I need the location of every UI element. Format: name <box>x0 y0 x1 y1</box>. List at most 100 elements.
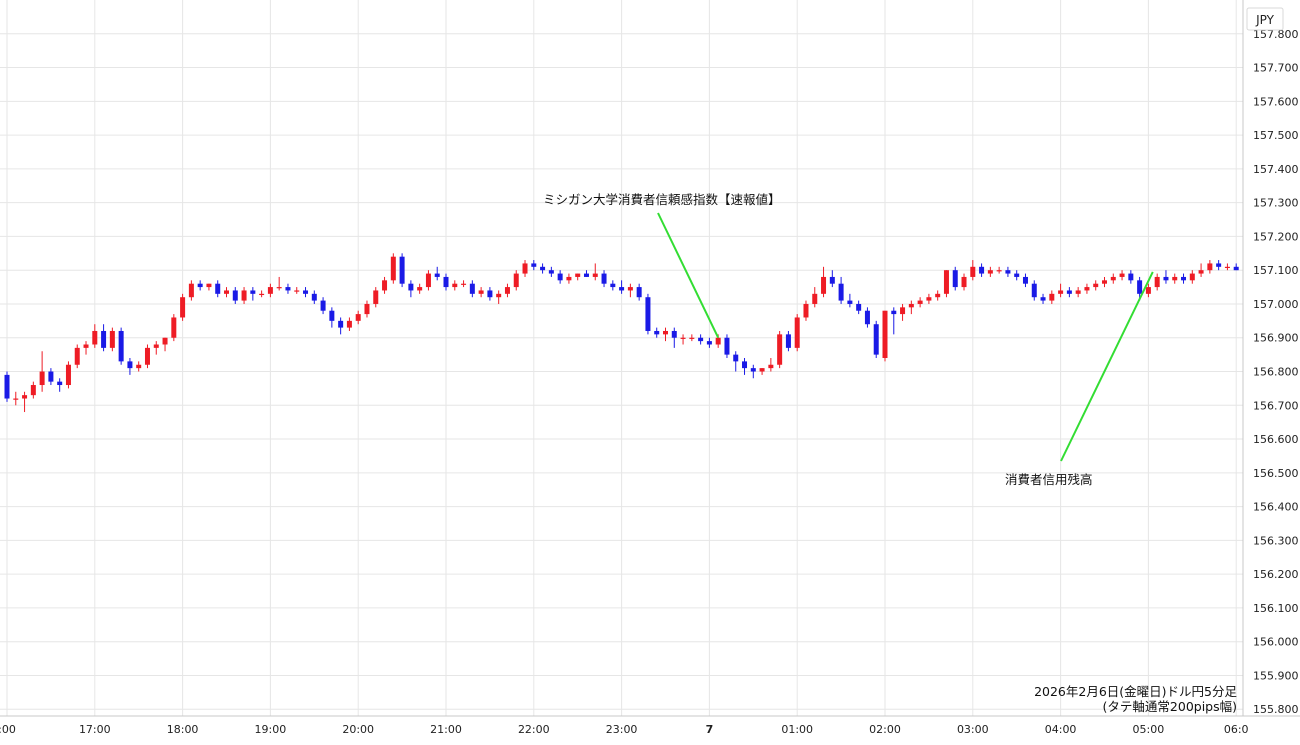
candle-body <box>926 297 932 301</box>
candle-body <box>1128 273 1134 281</box>
candle-body <box>461 283 467 285</box>
candle-body <box>452 283 458 288</box>
candle-body <box>785 334 791 348</box>
candle-body <box>109 330 115 348</box>
candle-body <box>847 300 853 304</box>
y-tick-label: 157.300 <box>1253 197 1299 210</box>
candle-body <box>92 330 98 345</box>
x-tick-label: 21:00 <box>430 723 462 736</box>
x-axis: :00 17:00 18:00 19:00 20:00 21:00 22:00 23:00 7 0… <box>0 723 1249 736</box>
candle-body <box>1014 273 1020 277</box>
candle-body <box>750 368 756 372</box>
candle-body <box>1049 293 1055 301</box>
candle-body <box>943 270 949 294</box>
annotation-label: ミシガン大学消費者信頼感指数【速報値】 <box>543 192 781 207</box>
candle-body <box>601 273 607 284</box>
candle-body <box>13 398 19 400</box>
candle-body <box>408 283 414 291</box>
y-tick-label: 156.900 <box>1253 332 1299 345</box>
candle-body <box>1005 270 1011 274</box>
annotation-leader-line <box>657 212 720 339</box>
candle-body <box>1216 263 1222 267</box>
y-tick-label: 157.800 <box>1253 28 1299 41</box>
chart-caption-line2: (タテ軸通常200pips幅) <box>1103 699 1237 714</box>
candle-body <box>250 290 256 294</box>
candle-body <box>671 330 677 338</box>
y-tick-label: 156.100 <box>1253 602 1299 615</box>
x-tick-label: 20:00 <box>342 723 374 736</box>
y-tick-label: 157.200 <box>1253 230 1299 243</box>
chart-caption-line1: 2026年2月6日(金曜日)ドル円5分足 <box>1034 684 1237 699</box>
candle-body <box>285 287 291 291</box>
candle-body <box>891 310 897 315</box>
candle-body <box>443 276 449 288</box>
candle-body <box>803 303 809 318</box>
x-tick-label: 04:00 <box>1045 723 1077 736</box>
candle-body <box>382 280 388 291</box>
y-tick-label: 157.100 <box>1253 264 1299 277</box>
candle-body <box>487 290 493 298</box>
candle-body <box>1031 283 1037 298</box>
candle-body <box>513 273 519 288</box>
candle-body <box>267 287 273 294</box>
candle-body <box>338 320 344 328</box>
currency-label: JPY <box>1255 13 1275 27</box>
candle-body <box>540 266 546 271</box>
y-tick-label: 157.700 <box>1253 62 1299 75</box>
candle-body <box>583 273 589 277</box>
candle-body <box>259 293 265 296</box>
x-tick-label: 05:00 <box>1133 723 1165 736</box>
candle-body <box>1233 266 1239 271</box>
candle-body <box>171 317 177 338</box>
candle-body <box>970 266 976 277</box>
y-tick-label: 156.300 <box>1253 534 1299 547</box>
candle-body <box>733 354 739 362</box>
x-tick-label: 17:00 <box>79 723 111 736</box>
candle-body <box>548 270 554 274</box>
candle-body <box>180 297 186 318</box>
x-tick-label: 01:00 <box>781 723 813 736</box>
candle-body <box>83 344 89 348</box>
candle-body <box>1163 276 1169 281</box>
candle-body <box>478 290 484 294</box>
candle-body <box>961 276 967 288</box>
candle-body <box>364 303 370 315</box>
candle-body <box>390 256 396 281</box>
candle-body <box>1119 273 1125 277</box>
candle-body <box>1154 276 1160 288</box>
y-tick-label: 156.200 <box>1253 568 1299 581</box>
x-tick-label: 06:0 <box>1224 723 1249 736</box>
candle-body <box>1102 280 1107 284</box>
candle-body <box>724 337 730 355</box>
x-tick-label: 18:00 <box>167 723 199 736</box>
candle-body <box>1084 287 1090 291</box>
candle-body <box>987 270 993 274</box>
candle-body <box>144 347 150 365</box>
candle-body <box>1224 266 1230 269</box>
candle-body <box>48 371 54 382</box>
candle-body <box>303 290 309 294</box>
y-tick-label: 155.800 <box>1253 703 1299 716</box>
candle-body <box>663 330 668 335</box>
candle-body <box>241 290 247 301</box>
candle-body <box>215 283 221 294</box>
candle-body <box>197 283 203 288</box>
candle-body <box>232 290 238 301</box>
candle-body <box>355 314 361 321</box>
y-tick-label: 156.600 <box>1253 433 1299 446</box>
candle-body <box>74 347 80 365</box>
candle-body <box>996 270 1002 272</box>
candle-body <box>636 287 642 298</box>
x-tick-label: 7 <box>706 723 714 736</box>
y-tick-label: 155.900 <box>1253 669 1299 682</box>
candle-body <box>1189 273 1195 281</box>
candle-body <box>908 303 914 308</box>
candle-body <box>1075 290 1081 294</box>
candle-body <box>935 293 941 298</box>
candle-body <box>136 364 142 369</box>
candle-body <box>320 300 326 311</box>
candle-body <box>153 344 159 348</box>
y-tick-label: 156.000 <box>1253 636 1299 649</box>
candle-body <box>698 337 704 342</box>
